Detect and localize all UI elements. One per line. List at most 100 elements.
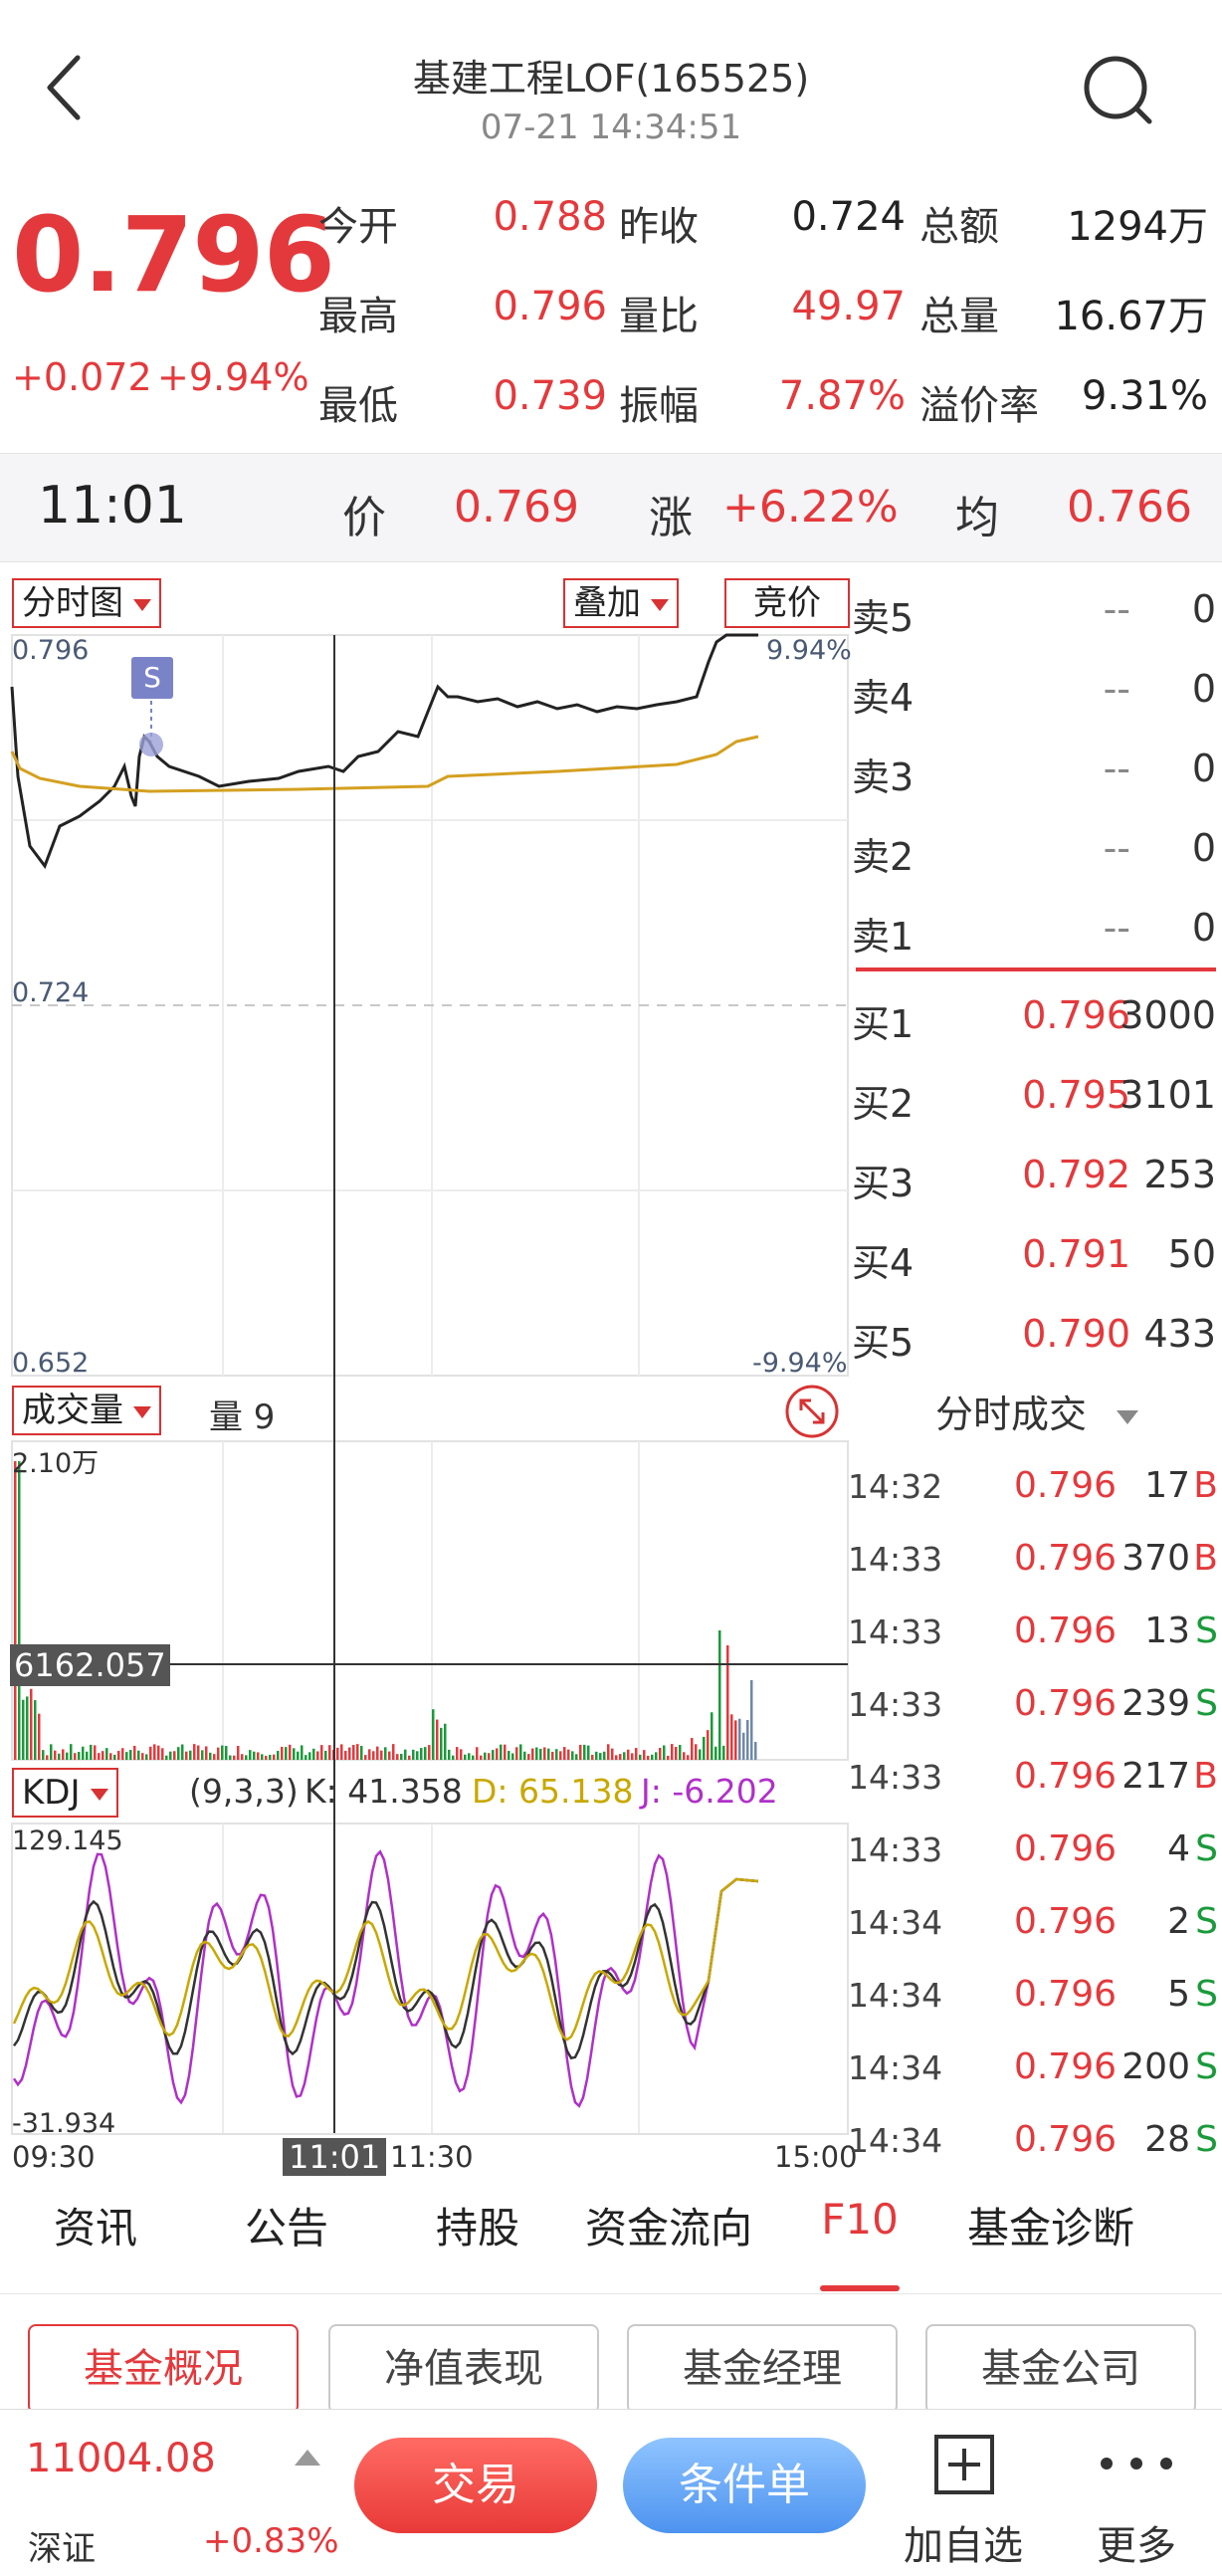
subtab-item[interactable]: 基金概况 (28, 2324, 299, 2414)
volume-bar (360, 1746, 363, 1760)
trade-qty: 217 (1121, 1756, 1190, 1797)
volume-bar (368, 1749, 371, 1760)
trade-direction: B (1193, 1756, 1218, 1797)
time-axis-cursor: 11:01 (283, 2138, 387, 2176)
ask-row[interactable]: 卖5 -- 0 (852, 569, 1216, 649)
chevron-down-icon (651, 598, 669, 611)
kdj-d: D: 65.138 (472, 1772, 634, 1811)
volume-bar (316, 1751, 319, 1760)
trade-price: 0.796 (1013, 1901, 1117, 1942)
volume-bar (703, 1736, 706, 1760)
chevron-up-icon[interactable] (295, 2450, 320, 2466)
quote-panel: 0.796 +0.072 +9.94% 今开 0.788 昨收 0.724 总额 1294… (0, 174, 1222, 453)
volume-bar (221, 1745, 224, 1760)
tab-item[interactable]: 资讯 (53, 2204, 137, 2253)
expand-icon[interactable] (784, 1384, 840, 1439)
tab-item[interactable]: F10 (821, 2195, 899, 2244)
volume-bar (742, 1732, 745, 1760)
subtab-item[interactable]: 基金经理 (627, 2324, 898, 2414)
trade-row: 14:34 0.796 5 S (848, 1960, 1218, 2033)
indicator-dropdown[interactable]: KDJ (12, 1768, 118, 1818)
ask-row[interactable]: 卖4 -- 0 (852, 649, 1216, 729)
trades-header[interactable]: 分时成交 (852, 1384, 1222, 1441)
trade-time: 14:34 (848, 2048, 943, 2087)
subtab-item[interactable]: 净值表现 (328, 2324, 599, 2414)
volume-bar (464, 1754, 467, 1760)
trade-direction: S (1195, 1683, 1218, 1724)
tab-item[interactable]: 持股 (435, 2204, 519, 2253)
index-value[interactable]: 11004.08 (26, 2436, 216, 2481)
bid-row[interactable]: 买2 0.795 3101 (852, 1055, 1216, 1135)
volume-bar (416, 1751, 419, 1760)
trade-direction: B (1193, 1538, 1218, 1579)
volume-bar (344, 1751, 347, 1760)
auction-button[interactable]: 竞价 (724, 578, 850, 628)
tab-item[interactable]: 资金流向 (584, 2204, 752, 2253)
volume-bar (488, 1753, 491, 1760)
add-favorite-label: 加自选 (904, 2523, 1023, 2569)
trade-time: 14:33 (848, 1685, 943, 1724)
bid-row[interactable]: 买3 0.792 253 (852, 1135, 1216, 1214)
volume-bar (109, 1753, 112, 1760)
more-button[interactable]: 更多 (1077, 2424, 1196, 2573)
volume-bar (543, 1747, 546, 1760)
overlay-dropdown[interactable]: 叠加 (563, 578, 679, 628)
crosshair-avg: 0.766 (1067, 482, 1192, 533)
trade-qty: 13 (1144, 1610, 1190, 1651)
sell-marker[interactable]: S (131, 657, 173, 699)
trade-price: 0.796 (1013, 1465, 1117, 1506)
volume-mode-dropdown[interactable]: 成交量 (12, 1386, 161, 1435)
level-price: 0.791 (1022, 1232, 1130, 1276)
index-change: +0.83% (203, 2521, 339, 2561)
intraday-chart[interactable] (0, 627, 852, 2170)
volume-bar (444, 1723, 447, 1760)
trade-row: 14:32 0.796 17 B (848, 1451, 1218, 1524)
quote-value: 7.87% (778, 373, 906, 419)
level-label: 卖1 (852, 915, 915, 959)
volume-bar (400, 1753, 403, 1760)
subtab-item[interactable]: 基金公司 (925, 2324, 1196, 2414)
level-qty: 50 (1167, 1232, 1216, 1276)
add-favorite-button[interactable]: 加自选 (894, 2424, 1033, 2573)
index-name: 深证 (28, 2529, 96, 2569)
ask-row[interactable]: 卖1 -- 0 (852, 888, 1216, 967)
volume-bar (245, 1755, 248, 1760)
volume-bar (726, 1645, 729, 1760)
volume-bar (691, 1738, 694, 1760)
bid-row[interactable]: 买4 0.791 50 (852, 1214, 1216, 1294)
condition-order-button[interactable]: 条件单 (623, 2438, 866, 2533)
trade-time: 14:33 (848, 1540, 943, 1579)
datetime: 07-21 14:34:51 (480, 107, 742, 147)
trade-direction: S (1195, 1828, 1218, 1869)
tab-item[interactable]: 基金诊断 (966, 2204, 1134, 2253)
crosshair-avg-label: 均 (955, 493, 999, 543)
volume-bar (424, 1747, 427, 1760)
trade-price: 0.796 (1013, 1974, 1117, 2015)
ask-row[interactable]: 卖3 -- 0 (852, 729, 1216, 808)
ask-row[interactable]: 卖2 -- 0 (852, 808, 1216, 888)
volume-bar (269, 1754, 272, 1760)
chart-mode-dropdown[interactable]: 分时图 (12, 578, 161, 628)
trade-button[interactable]: 交易 (354, 2438, 597, 2533)
bid-row[interactable]: 买1 0.796 3000 (852, 975, 1216, 1055)
volume-bar (607, 1744, 610, 1760)
volume-bar (563, 1747, 566, 1760)
trade-price: 0.796 (1013, 1538, 1117, 1579)
bid-row[interactable]: 买5 0.790 433 (852, 1294, 1216, 1374)
back-icon[interactable] (42, 52, 86, 123)
level-qty: 253 (1143, 1153, 1216, 1196)
volume-bar (94, 1745, 97, 1760)
trade-direction: S (1195, 1610, 1218, 1651)
volume-bar (404, 1749, 407, 1760)
volume-bar (253, 1751, 256, 1760)
quote-label: 昨收 (619, 204, 699, 250)
volume-bar (241, 1754, 244, 1760)
tab-item[interactable]: 公告 (244, 2204, 328, 2253)
volume-bar (611, 1748, 614, 1760)
level-price: -- (1103, 906, 1130, 950)
volume-bar (82, 1746, 85, 1760)
trade-time: 14:33 (848, 1830, 943, 1869)
level-label: 买1 (852, 1002, 915, 1046)
search-icon[interactable] (1080, 52, 1159, 131)
volume-bar (579, 1744, 582, 1760)
